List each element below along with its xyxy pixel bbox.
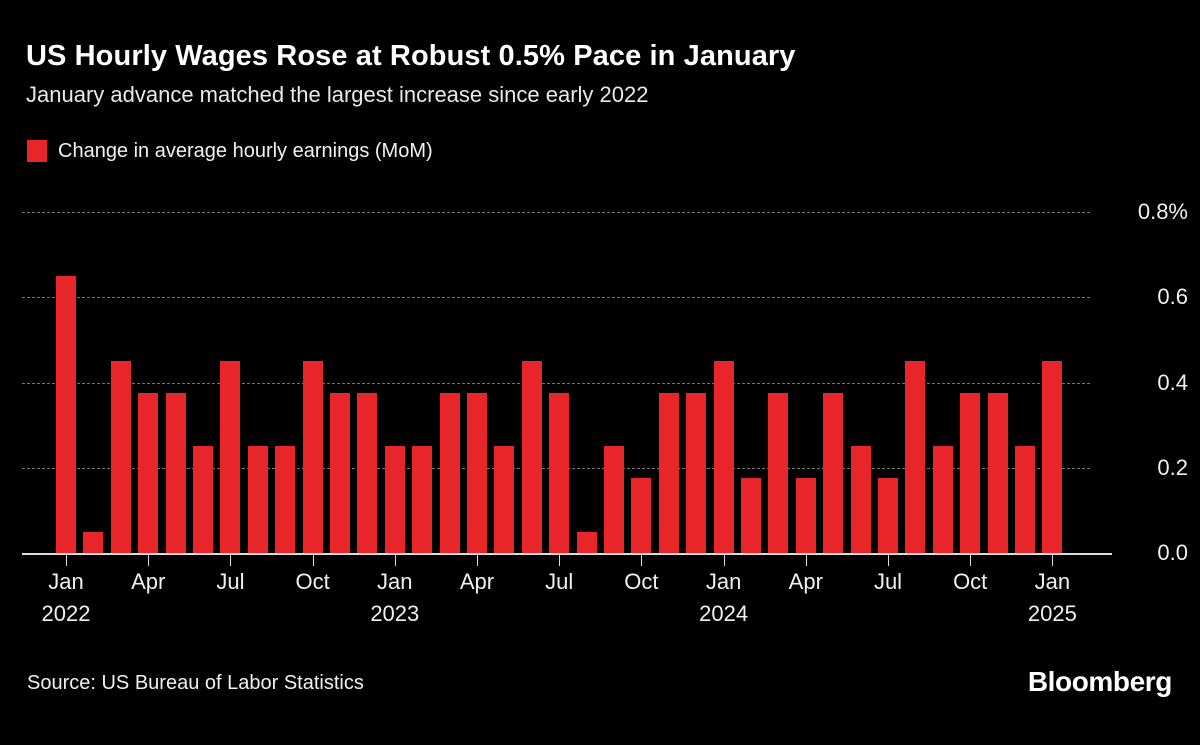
x-axis-tick-mark (723, 555, 725, 566)
gridline (22, 212, 1090, 213)
bar[interactable] (384, 446, 405, 553)
x-axis-tick-mark (477, 555, 478, 566)
bar[interactable] (960, 393, 981, 553)
x-axis-month-label: Jul (545, 569, 574, 594)
y-axis-tick-label: 0.8% (1137, 199, 1188, 224)
x-axis-tick-mark (1052, 555, 1054, 566)
x-axis-month-label: Jul (216, 569, 245, 594)
bar[interactable] (165, 393, 186, 553)
x-axis-year-label: 2024 (699, 601, 749, 626)
x-axis-tick-mark (641, 555, 643, 566)
y-axis-tick-label: 0.0 (1157, 540, 1188, 565)
x-axis-tick-mark (394, 555, 396, 566)
bar[interactable] (658, 393, 679, 553)
bar[interactable] (878, 478, 898, 553)
x-axis-year-label: 2022 (41, 601, 91, 626)
chart-title: US Hourly Wages Rose at Robust 0.5% Pace… (26, 40, 796, 72)
bar[interactable] (302, 361, 323, 553)
x-axis-month-label: Jan (377, 569, 413, 594)
bars-group (22, 212, 1090, 553)
bar[interactable] (549, 393, 570, 553)
chart-legend: Change in average hourly earnings (MoM) (27, 138, 433, 164)
x-axis-tick-mark (66, 555, 67, 566)
x-axis-labels: Jan 2022 Apr Jul Oct Jan 2023 Apr Jul Oct Jan 2024 A… (0, 555, 1120, 645)
bar[interactable] (110, 361, 131, 553)
bar[interactable] (604, 446, 624, 553)
chart-subtitle: January advance matched the largest incr… (26, 82, 649, 107)
bar[interactable] (987, 393, 1008, 553)
legend-series-label: Change in average hourly earnings (MoM) (58, 140, 433, 162)
x-axis-tick-mark (888, 555, 889, 566)
x-axis-year-label: 2025 (1027, 601, 1077, 626)
x-axis-month-label: Oct (295, 569, 330, 594)
x-axis-year-label: 2023 (370, 601, 420, 626)
bar[interactable] (1042, 361, 1063, 553)
bar[interactable] (275, 446, 296, 553)
bar[interactable] (631, 478, 652, 553)
bloomberg-logo: Bloomberg (1027, 666, 1173, 697)
bar[interactable] (576, 531, 597, 553)
bar[interactable] (795, 478, 816, 553)
bar[interactable] (850, 446, 871, 553)
x-axis-tick-mark (805, 555, 807, 566)
y-axis-tick-label: 0.6 (1157, 284, 1188, 310)
x-axis-month-label: Apr (131, 569, 166, 594)
source-note: Source: US Bureau of Labor Statistics (27, 672, 364, 694)
x-axis-month-label: Jan (1034, 569, 1071, 594)
bar[interactable] (439, 393, 460, 553)
y-axis-labels: 0.8% 0.6 0.4 0.2 0.0 (1098, 170, 1194, 570)
bar[interactable] (357, 393, 378, 553)
x-axis-month-label: Jan (48, 569, 84, 594)
x-axis-month-label: Oct (624, 569, 659, 594)
x-axis-line (22, 553, 1112, 555)
gridline (22, 297, 1090, 299)
y-axis-tick-label: 0.2 (1157, 454, 1188, 480)
bar[interactable] (83, 531, 104, 553)
bar[interactable] (467, 393, 487, 553)
bar[interactable] (138, 393, 159, 553)
bar[interactable] (412, 446, 433, 553)
bar[interactable] (56, 275, 76, 553)
x-axis-tick-mark (559, 555, 561, 566)
bar[interactable] (247, 446, 268, 553)
x-axis-tick-mark (970, 555, 972, 566)
x-axis-month-label: Jan (705, 569, 742, 594)
bar[interactable] (330, 393, 350, 553)
x-axis-tick-mark (148, 555, 150, 566)
bar[interactable] (686, 393, 707, 553)
bar[interactable] (1015, 446, 1035, 553)
gridline (22, 382, 1090, 384)
x-axis-month-label: Apr (788, 569, 823, 594)
bar[interactable] (220, 361, 241, 553)
bar[interactable] (823, 393, 844, 553)
bar[interactable] (905, 361, 926, 553)
bar[interactable] (932, 446, 953, 553)
legend-color-swatch-icon (27, 140, 47, 162)
x-axis-month-label: Jul (873, 569, 903, 594)
x-axis-tick-mark (230, 555, 232, 566)
bar[interactable] (768, 393, 789, 553)
bar[interactable] (741, 478, 761, 553)
plot-area (22, 212, 1090, 553)
bar[interactable] (193, 446, 213, 553)
bar[interactable] (713, 361, 734, 553)
y-axis-tick-label: 0.4 (1157, 369, 1188, 395)
x-axis-tick-mark (312, 555, 314, 566)
bar[interactable] (494, 446, 515, 553)
x-axis-month-label: Apr (459, 569, 495, 594)
x-axis-month-label: Oct (953, 569, 988, 594)
bar[interactable] (521, 361, 542, 553)
